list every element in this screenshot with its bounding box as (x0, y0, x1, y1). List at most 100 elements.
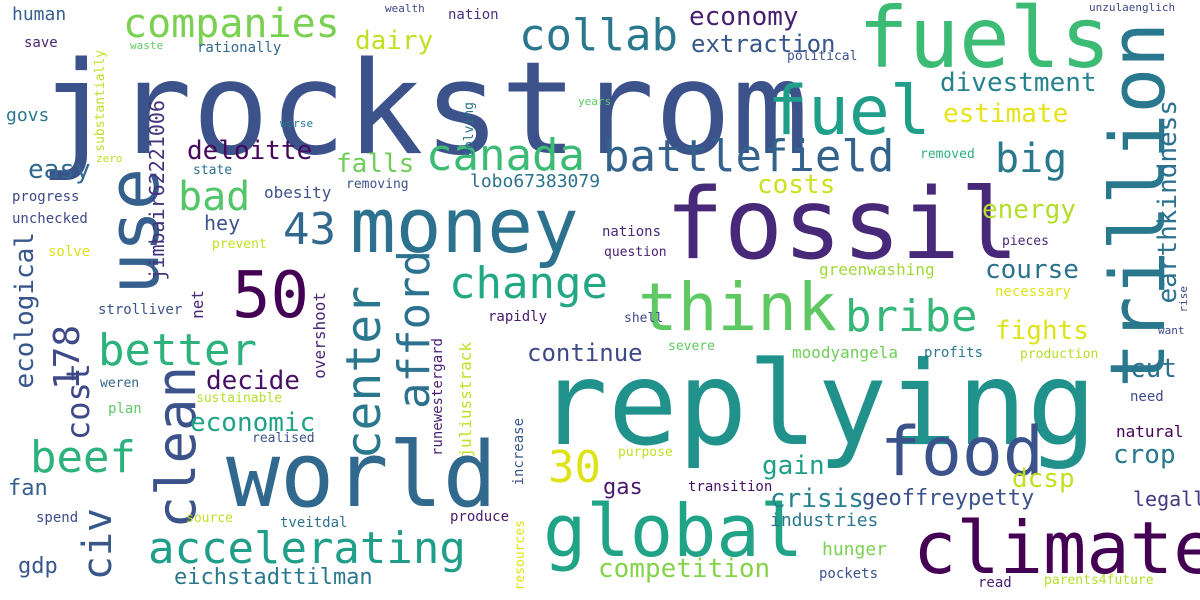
word: profits (924, 345, 984, 361)
word: 30 (548, 442, 601, 493)
word: 43 (283, 204, 336, 255)
word: geoffreypetty (862, 486, 1035, 511)
word: energy (982, 195, 1076, 225)
word: pockets (819, 566, 879, 582)
word: moodyangela (792, 343, 898, 362)
word: fan (8, 476, 48, 501)
word: change (449, 258, 608, 309)
word: competition (598, 554, 771, 584)
word: continue (527, 339, 643, 367)
word: nations (602, 224, 662, 240)
word: extraction (691, 30, 836, 58)
word: eichstadttilman (174, 565, 373, 590)
word: substantially (93, 50, 108, 152)
word: read (978, 575, 1012, 591)
word: greenwashing (819, 260, 935, 279)
word: question (604, 245, 667, 260)
word: global (543, 489, 804, 573)
word: years (578, 95, 612, 108)
word: fuel (767, 72, 931, 151)
word: bribe (845, 291, 978, 342)
word: purpose (618, 445, 673, 460)
word: govs (6, 105, 50, 126)
word: hey (204, 211, 241, 235)
word: decide (206, 366, 300, 396)
word: rapidly (488, 309, 548, 325)
word: rise (1177, 286, 1190, 313)
word: worse (280, 117, 314, 130)
word: bad (178, 174, 251, 220)
word: crop (1113, 440, 1176, 470)
word: battlefield (603, 131, 895, 182)
word: earthkindness (1153, 100, 1183, 304)
word: economic (190, 408, 316, 438)
word: shell (624, 311, 664, 326)
word: money (350, 181, 579, 270)
word: fuels (858, 0, 1111, 87)
word: want (1158, 324, 1185, 337)
word: gdp (18, 554, 58, 579)
word: center (336, 286, 392, 460)
word: obesity (264, 183, 332, 202)
word: zero (96, 152, 123, 165)
word: easy (28, 155, 91, 185)
word: realised (252, 431, 315, 446)
word: strolliver (98, 302, 183, 318)
word: gain (762, 451, 825, 481)
word: plan (108, 401, 142, 417)
word: pieces (1002, 234, 1049, 249)
word: nation (448, 7, 499, 23)
word: need (1130, 389, 1164, 405)
word: state (193, 163, 233, 178)
word: replying (538, 337, 1097, 472)
word: resources (513, 520, 528, 591)
word: parents4future (1044, 573, 1154, 588)
word: removed (920, 147, 975, 162)
word: dairy (355, 26, 434, 56)
word: cut (1130, 354, 1177, 384)
word: climate (913, 506, 1200, 590)
word: natural (1116, 422, 1184, 441)
word: increase (511, 418, 527, 486)
word: prevent (212, 237, 267, 252)
word: beef (30, 432, 136, 483)
word: spend (36, 510, 79, 526)
word: collab (519, 10, 678, 61)
word: production (1020, 347, 1099, 362)
word: cost (59, 363, 97, 441)
word: big (995, 136, 1068, 182)
word: transition (688, 479, 773, 495)
word: solving (462, 102, 477, 157)
word: fossil (665, 168, 1020, 282)
word: waste (130, 39, 164, 52)
word: wealth (385, 2, 425, 15)
word: removing (346, 177, 409, 192)
word: political (787, 49, 858, 64)
word: juliusstrack (456, 342, 475, 458)
word: divestment (940, 68, 1097, 98)
word: hunger (822, 539, 888, 560)
word: think (638, 269, 837, 346)
word: sustainable (196, 391, 283, 406)
word: rationally (197, 40, 282, 56)
word: world (226, 423, 497, 528)
word: accelerating (148, 523, 466, 574)
word: progress (12, 189, 80, 205)
word: human (12, 4, 67, 25)
word: dcsp (1012, 464, 1075, 494)
word: tveitdal (280, 515, 348, 531)
word: ecological (10, 232, 40, 389)
word: deloitte (187, 136, 313, 166)
word: jrockstrom (38, 35, 809, 184)
word: civ (75, 508, 121, 581)
word: course (985, 255, 1079, 285)
word: severe (668, 339, 715, 354)
word: legally (1133, 487, 1200, 511)
word: runewestergard (430, 338, 446, 457)
word: net (188, 290, 207, 319)
word: unchecked (12, 211, 88, 227)
word: economy (689, 2, 799, 32)
word: food (880, 413, 1044, 492)
word: crisis (770, 484, 864, 514)
word: costs (757, 170, 836, 200)
